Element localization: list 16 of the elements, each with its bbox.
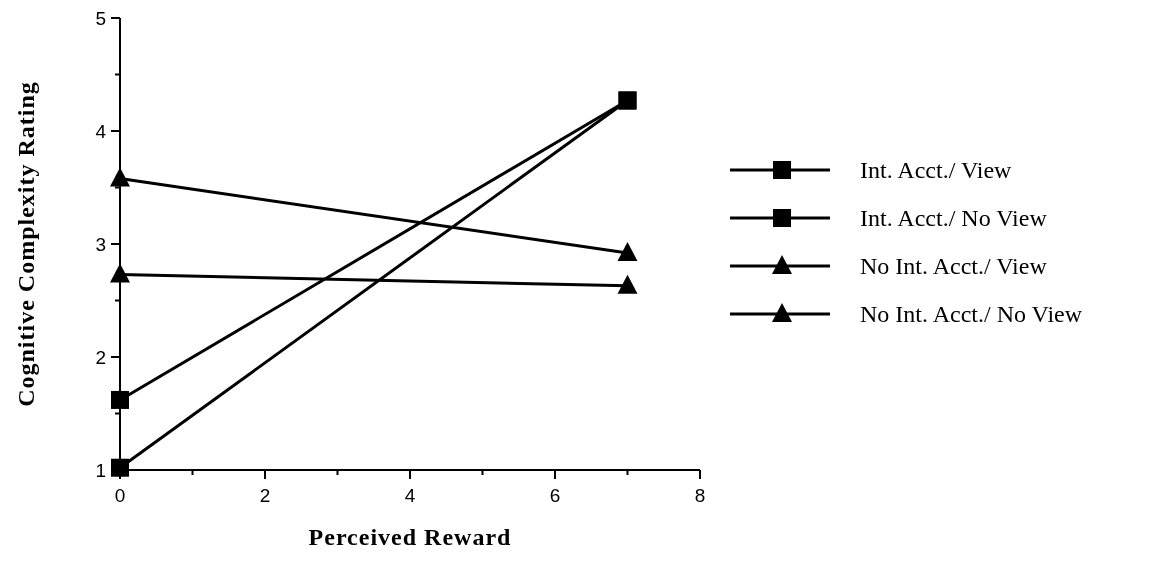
y-tick-label: 4 xyxy=(95,121,107,142)
legend-label: Int. Acct./ View xyxy=(860,157,1013,183)
legend-label: No Int. Acct./ View xyxy=(860,253,1048,279)
legend-label: Int. Acct./ No View xyxy=(860,205,1048,231)
y-tick-label: 5 xyxy=(95,8,106,29)
y-tick-label: 2 xyxy=(95,347,106,368)
x-tick-label: 2 xyxy=(259,485,271,506)
x-tick-label: 0 xyxy=(114,485,126,506)
x-tick-label: 4 xyxy=(404,485,416,506)
legend-label: No Int. Acct./ No View xyxy=(860,301,1083,327)
x-tick-label: 6 xyxy=(549,485,561,506)
y-tick-label: 1 xyxy=(95,460,106,481)
y-axis-title: Cognitive Complexity Rating xyxy=(13,81,39,407)
x-axis-title: Perceived Reward xyxy=(308,524,512,550)
x-tick-label: 8 xyxy=(694,485,706,506)
y-tick-label: 3 xyxy=(95,234,106,255)
